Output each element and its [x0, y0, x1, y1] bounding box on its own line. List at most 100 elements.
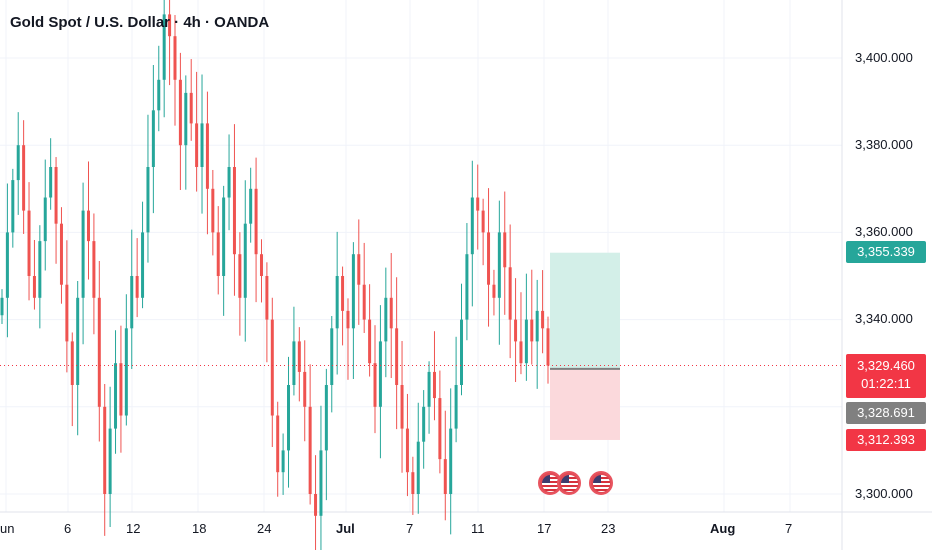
candle-body	[416, 441, 420, 494]
y-tick-3400: 3,400.000	[855, 50, 913, 65]
candle-body	[508, 267, 512, 320]
candle-body	[427, 371, 431, 407]
x-tick-17: 17	[537, 521, 552, 536]
candle-body	[65, 284, 69, 342]
candle-body	[378, 341, 382, 407]
candle-body	[432, 371, 436, 399]
x-tick-24: 24	[257, 521, 272, 536]
candle-body	[16, 145, 20, 181]
candle-body	[54, 167, 58, 224]
current-price-label: 3,329.460 01:22:11	[846, 354, 926, 398]
candle-body	[460, 319, 464, 385]
target-zone[interactable]	[550, 252, 620, 369]
candle-body	[141, 232, 145, 298]
candle-body	[314, 494, 318, 516]
stop-zone[interactable]	[550, 368, 620, 440]
candle-body	[384, 297, 388, 342]
candle-body	[530, 319, 534, 342]
candle-body	[184, 92, 188, 146]
candle-body	[259, 254, 263, 276]
x-tick-jun: un	[0, 521, 15, 536]
x-tick-aug-7: 7	[785, 521, 793, 536]
candle-body	[76, 297, 80, 385]
y-tick-3340: 3,340.000	[855, 311, 913, 326]
candle-body	[357, 254, 361, 285]
candle-countdown: 01:22:11	[861, 376, 911, 391]
candle-body	[546, 328, 550, 366]
x-tick-23: 23	[601, 521, 616, 536]
candle-body	[535, 310, 539, 342]
candle-body	[324, 385, 328, 451]
candle-body	[503, 232, 507, 268]
chart-title: Gold Spot / U.S. Dollar · 4h · OANDA	[10, 14, 270, 31]
y-tick-3360: 3,360.000	[855, 224, 913, 239]
candle-body	[308, 406, 312, 494]
candle-body	[49, 167, 53, 198]
candle-body	[0, 297, 4, 316]
candle-body	[400, 385, 404, 429]
candle-body	[108, 428, 112, 494]
candle-body	[405, 428, 409, 473]
candle-body	[346, 310, 350, 329]
candle-body	[70, 341, 74, 385]
candle-body	[281, 450, 285, 473]
candle-body	[130, 276, 134, 329]
candle-body	[519, 341, 523, 364]
candle-body	[249, 188, 253, 224]
us-flag-icon[interactable]	[557, 471, 581, 495]
candle-body	[492, 284, 496, 298]
entry-price-label: 3,328.691	[846, 402, 926, 424]
candle-body	[524, 319, 528, 364]
candle-body	[470, 197, 474, 255]
us-flag-icon[interactable]	[589, 471, 613, 495]
candle-body	[443, 459, 447, 494]
candle-body	[270, 319, 274, 416]
candle-body	[481, 210, 485, 233]
candle-body	[205, 123, 209, 189]
position-tool[interactable]	[550, 252, 620, 440]
candle-body	[146, 167, 150, 233]
candle-body	[59, 223, 63, 285]
candle-body	[351, 254, 355, 329]
us-flag-icon[interactable]	[538, 471, 562, 495]
y-tick-3300: 3,300.000	[855, 486, 913, 501]
candle-body	[195, 123, 199, 167]
candle-body	[465, 254, 469, 320]
candle-body	[124, 328, 128, 416]
candle-body	[81, 210, 85, 298]
candle-body	[514, 319, 518, 342]
candle-body	[92, 241, 96, 298]
x-tick-aug: Aug	[710, 521, 736, 536]
x-tick-11: 11	[471, 521, 485, 536]
candle-body	[411, 472, 415, 494]
candle-body	[265, 276, 269, 320]
candle-body	[368, 319, 372, 364]
candle-body	[362, 284, 366, 320]
candle-body	[162, 14, 166, 80]
candle-body	[168, 14, 172, 37]
candle-body	[43, 197, 47, 242]
candle-body	[135, 276, 139, 298]
candle-body	[222, 197, 226, 276]
candle-body	[287, 385, 291, 451]
candle-body	[487, 232, 491, 285]
target-price-label: 3,355.339	[846, 241, 926, 263]
candle-body	[5, 232, 9, 298]
x-tick-18: 18	[192, 521, 207, 536]
candle-body	[189, 92, 193, 124]
current-price-value: 3,329.460	[857, 358, 915, 373]
candle-body	[335, 276, 339, 329]
candle-body	[11, 180, 15, 233]
candle-body	[243, 223, 247, 298]
candle-body	[27, 210, 31, 276]
candle-body	[454, 385, 458, 429]
candle-body	[232, 167, 236, 255]
candle-body	[238, 254, 242, 298]
candle-body	[341, 276, 345, 311]
candle-body	[157, 79, 161, 111]
x-tick-7: 7	[406, 521, 414, 536]
candle-body	[319, 450, 323, 516]
candle-body	[438, 398, 442, 460]
